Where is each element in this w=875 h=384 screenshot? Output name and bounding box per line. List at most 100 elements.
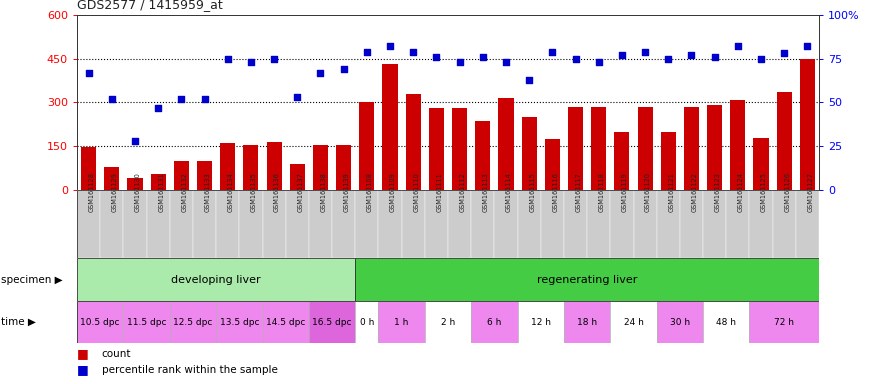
Text: GSM161136: GSM161136 [274, 172, 280, 212]
Text: GSM161127: GSM161127 [808, 172, 814, 212]
Bar [800, 59, 815, 190]
Bar [726, 190, 749, 258]
Text: GSM161118: GSM161118 [598, 172, 605, 212]
Bar [587, 190, 611, 258]
Text: 10.5 dpc: 10.5 dpc [80, 318, 120, 327]
Text: time ▶: time ▶ [1, 317, 36, 327]
Bar [336, 145, 351, 190]
Text: developing liver: developing liver [172, 275, 261, 285]
Bar [494, 190, 518, 258]
Text: GSM161139: GSM161139 [344, 172, 350, 212]
Bar [545, 139, 560, 190]
Text: GSM161117: GSM161117 [576, 172, 582, 212]
Text: 0 h: 0 h [360, 318, 374, 327]
Text: 12 h: 12 h [531, 318, 550, 327]
Bar [425, 301, 472, 343]
Bar [313, 145, 328, 190]
Text: GSM161115: GSM161115 [529, 172, 536, 212]
Bar [704, 301, 749, 343]
Point [406, 48, 420, 55]
Text: GSM161137: GSM161137 [298, 172, 304, 212]
Text: GSM161119: GSM161119 [622, 172, 628, 212]
Bar [360, 102, 374, 190]
Text: GSM161120: GSM161120 [645, 172, 651, 212]
Text: GSM161132: GSM161132 [181, 172, 187, 212]
Point [267, 56, 281, 62]
Text: 13.5 dpc: 13.5 dpc [220, 318, 259, 327]
Point [476, 54, 490, 60]
Text: GSM161128: GSM161128 [88, 172, 94, 212]
Text: GSM161121: GSM161121 [668, 172, 675, 212]
Point [128, 138, 142, 144]
Bar [448, 190, 472, 258]
Point [151, 105, 165, 111]
Point [777, 50, 791, 56]
Bar [355, 301, 379, 343]
Bar [123, 301, 170, 343]
Bar [379, 190, 402, 258]
Text: GSM161122: GSM161122 [691, 172, 697, 212]
Text: GSM161123: GSM161123 [715, 172, 721, 212]
Bar [753, 137, 768, 190]
Bar [220, 143, 235, 190]
Text: GSM161113: GSM161113 [483, 172, 489, 212]
Text: GSM161126: GSM161126 [784, 172, 790, 212]
Text: 72 h: 72 h [774, 318, 794, 327]
Text: ■: ■ [77, 364, 88, 376]
Bar [425, 190, 448, 258]
Point [708, 54, 722, 60]
Bar [267, 142, 282, 190]
Text: GSM161109: GSM161109 [390, 172, 396, 212]
Bar [402, 190, 425, 258]
Bar [564, 190, 587, 258]
Text: GSM161131: GSM161131 [158, 172, 164, 212]
Bar [452, 108, 467, 190]
Text: regenerating liver: regenerating liver [537, 275, 637, 285]
Bar [749, 190, 773, 258]
Text: GSM161130: GSM161130 [135, 172, 141, 212]
Bar [656, 301, 704, 343]
Point [569, 56, 583, 62]
Point [499, 59, 513, 65]
Text: count: count [102, 349, 131, 359]
Bar [81, 147, 96, 190]
Point [452, 59, 466, 65]
Bar [77, 258, 355, 301]
Bar [216, 190, 240, 258]
Point [81, 70, 95, 76]
Bar [541, 190, 564, 258]
Bar [475, 121, 490, 190]
Bar [749, 301, 819, 343]
Bar [568, 107, 583, 190]
Point [105, 96, 119, 102]
Text: specimen ▶: specimen ▶ [1, 275, 62, 285]
Bar [262, 301, 309, 343]
Bar [592, 107, 606, 190]
Bar [611, 190, 634, 258]
Bar [634, 190, 656, 258]
Bar [472, 190, 494, 258]
Point [592, 59, 605, 65]
Text: 18 h: 18 h [578, 318, 598, 327]
Text: GSM161129: GSM161129 [112, 172, 118, 212]
Bar [355, 190, 379, 258]
Bar [243, 145, 258, 190]
Point [754, 56, 768, 62]
Bar [704, 190, 726, 258]
Point [638, 48, 652, 55]
Bar [77, 301, 123, 343]
Point [313, 70, 327, 76]
Bar [262, 190, 285, 258]
Bar [518, 301, 564, 343]
Text: GSM161135: GSM161135 [251, 172, 257, 212]
Bar [216, 301, 262, 343]
Text: GSM161112: GSM161112 [459, 172, 466, 212]
Bar [355, 258, 819, 301]
Text: 12.5 dpc: 12.5 dpc [173, 318, 213, 327]
Bar [170, 301, 216, 343]
Point [522, 76, 536, 83]
Text: percentile rank within the sample: percentile rank within the sample [102, 365, 277, 375]
Point [662, 56, 676, 62]
Text: GSM161108: GSM161108 [367, 172, 373, 212]
Bar [77, 190, 100, 258]
